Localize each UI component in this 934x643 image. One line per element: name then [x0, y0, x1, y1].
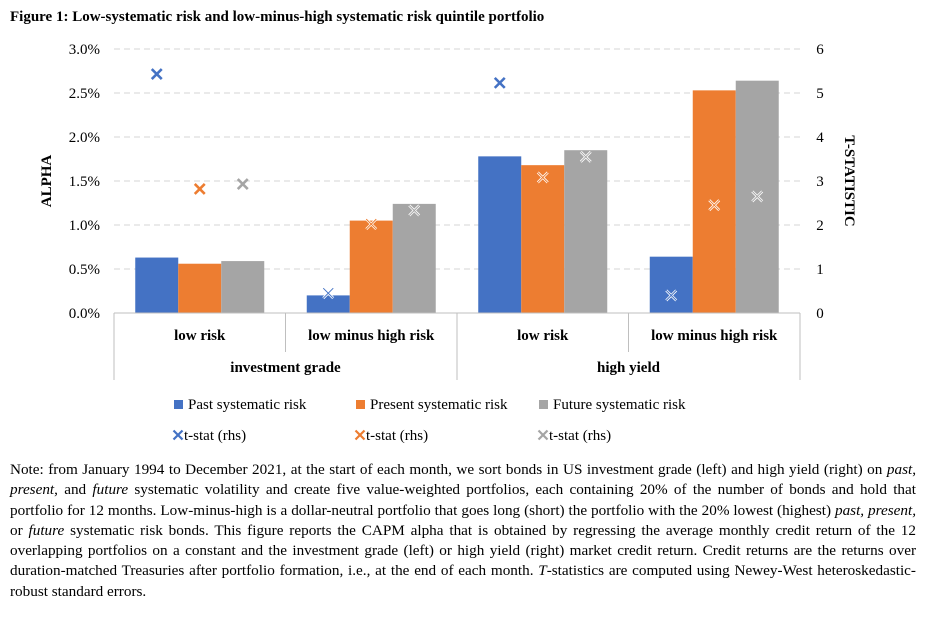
legend-label: t-stat (rhs)	[549, 428, 611, 444]
marker-stroke	[322, 287, 334, 299]
marker-stroke	[193, 183, 206, 195]
note-text-5: or	[10, 521, 29, 539]
marker-stroke	[236, 178, 249, 190]
marker-stroke	[751, 191, 763, 202]
note-text-3: , and	[54, 481, 93, 499]
category-label: low risk	[517, 328, 569, 344]
bar	[221, 261, 265, 313]
tstat-marker	[579, 150, 592, 163]
legend-label: Past systematic risk	[188, 397, 307, 413]
marker-stroke	[537, 172, 549, 183]
bar	[306, 295, 350, 313]
bars	[135, 80, 779, 314]
chart: 0.0% 0.5% 1.0% 1.5% 2.0% 2.5% 3.0% 0 1 2 3 4 5 6 ALPHA…	[39, 42, 857, 444]
note-emph-future-2: future	[28, 521, 65, 539]
tstat-markers	[150, 68, 764, 302]
y-axis-title: ALPHA	[39, 155, 55, 208]
bar	[392, 203, 436, 313]
note-text-4: systematic volatility and create five va…	[10, 481, 916, 519]
legend: Past systematic risk Present systematic r…	[172, 397, 686, 444]
group-label: investment grade	[230, 360, 341, 376]
marker-stroke	[665, 290, 677, 301]
figure-title: Figure 1: Low-systematic risk and low-mi…	[10, 9, 545, 25]
bar	[564, 150, 608, 313]
bar	[349, 220, 393, 313]
y-tick-label: 1.5%	[69, 174, 100, 190]
bar	[649, 256, 693, 313]
legend-marker	[172, 429, 184, 441]
tstat-marker	[322, 287, 335, 300]
y-tick-label: 0.0%	[69, 306, 100, 322]
note-emph-t: T	[538, 562, 547, 580]
bar	[135, 257, 179, 313]
tstat-marker	[236, 178, 249, 190]
y2-tick-label: 2	[816, 218, 824, 234]
tstat-marker	[408, 204, 421, 217]
y-tick-label: 2.0%	[69, 130, 100, 146]
axes: 0.0% 0.5% 1.0% 1.5% 2.0% 2.5% 3.0% 0 1 2 3 4 5 6 ALPHA…	[39, 42, 857, 380]
note-text-6: systematic risk bonds. This figure repor…	[10, 521, 916, 580]
marker-stroke	[150, 68, 163, 80]
bar	[692, 90, 736, 313]
note-emph-future: future	[92, 481, 129, 499]
category-label: low minus high risk	[308, 328, 435, 344]
note-emph-present: present	[10, 481, 55, 499]
tstat-marker	[150, 68, 163, 80]
tstat-marker	[193, 183, 206, 195]
bar	[178, 263, 222, 313]
marker-stroke	[580, 151, 592, 163]
y2-tick-label: 3	[816, 174, 824, 190]
legend-label: Present systematic risk	[370, 397, 508, 413]
marker-stroke	[365, 218, 377, 230]
legend-label: t-stat (rhs)	[184, 428, 246, 444]
y-tick-label: 0.5%	[69, 262, 100, 278]
group-label: high yield	[597, 360, 661, 376]
y2-tick-label: 0	[816, 306, 824, 322]
legend-label: t-stat (rhs)	[366, 428, 428, 444]
category-label: low minus high risk	[651, 328, 778, 344]
legend-marker	[354, 429, 366, 441]
marker-stroke	[493, 76, 506, 89]
y2-tick-label: 4	[816, 130, 824, 146]
note-emph-past-present: past, present,	[834, 501, 916, 519]
y2-tick-label: 1	[816, 262, 824, 278]
y2-axis-title: T-STATISTIC	[841, 135, 857, 226]
legend-label: Future systematic risk	[553, 397, 686, 413]
category-label: low risk	[174, 328, 226, 344]
legend-swatch	[356, 400, 365, 409]
note-text-2: ,	[912, 461, 916, 478]
legend-swatch	[539, 400, 548, 409]
marker-stroke	[708, 199, 720, 211]
legend-swatch	[174, 400, 183, 409]
y2-tick-label: 6	[816, 42, 824, 58]
note-emph-past: past	[886, 461, 913, 478]
y-tick-label: 2.5%	[69, 86, 100, 102]
marker-stroke	[408, 205, 420, 216]
tstat-marker	[751, 190, 764, 203]
tstat-marker	[365, 218, 378, 231]
y-tick-label: 1.0%	[69, 218, 100, 234]
y2-tick-label: 5	[816, 86, 824, 102]
tstat-marker	[536, 171, 549, 184]
tstat-marker	[708, 199, 721, 212]
tstat-marker	[665, 289, 678, 302]
note-text-1: Note: from January 1994 to December 2021…	[10, 461, 887, 478]
note-text-7: -statistics are computed using Newey-Wes…	[10, 562, 916, 600]
bar	[521, 165, 565, 313]
figure-note: Note: from January 1994 to December 2021…	[10, 460, 916, 602]
legend-marker	[537, 429, 549, 441]
y-tick-label: 3.0%	[69, 42, 100, 58]
bar	[478, 156, 522, 313]
tstat-marker	[493, 76, 506, 89]
